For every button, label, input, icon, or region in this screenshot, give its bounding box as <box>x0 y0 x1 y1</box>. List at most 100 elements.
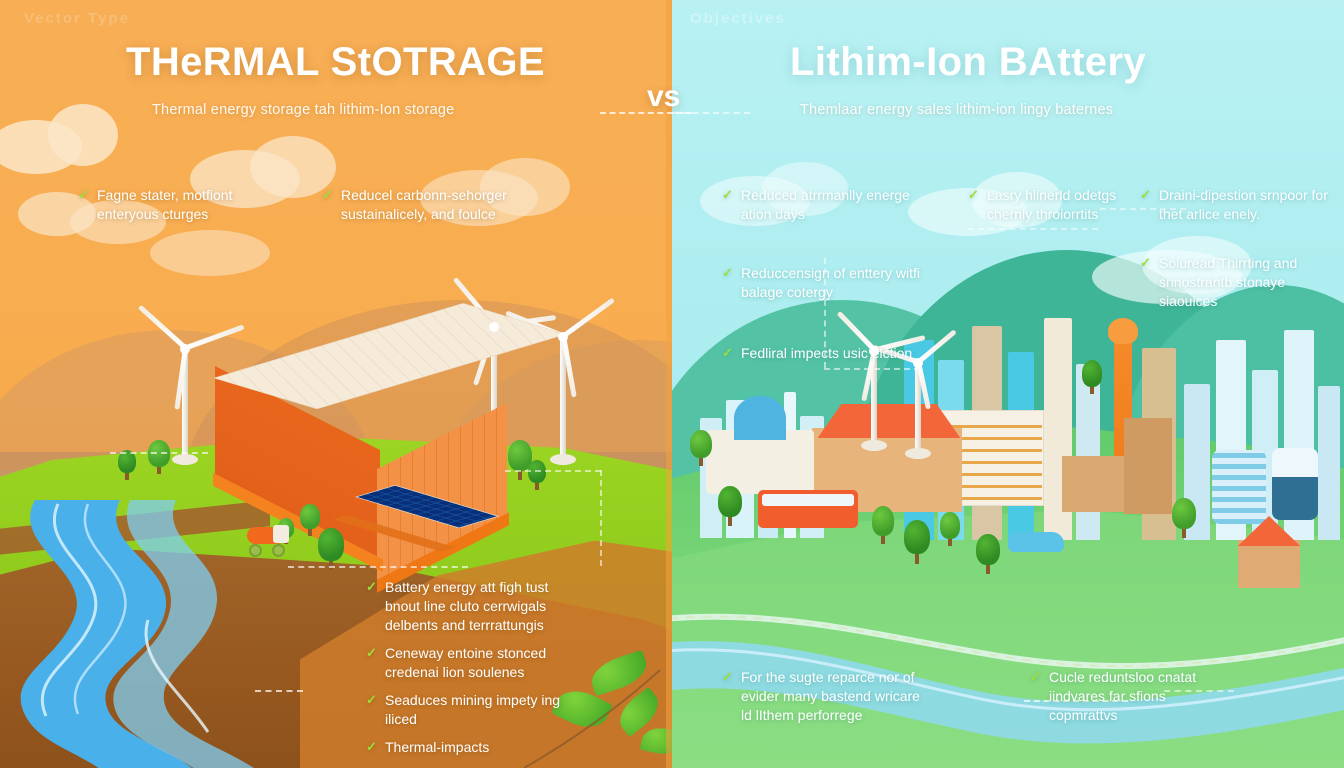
left-bullets-top-col1: ✓ Fagne stater, motfiont enteryous cturg… <box>78 186 308 233</box>
bullet-text: Fagne stater, motfiont enteryous cturges <box>97 187 233 222</box>
bus-windows <box>762 494 854 506</box>
list-item: ✓ Seaduces mining impety ing iliced <box>366 691 576 729</box>
subtitle-dash-right <box>672 112 750 114</box>
bullet-text: Reduced atrrmanlly energe ation days <box>741 187 910 222</box>
list-item: ✓ Fedliral impects usic elction <box>722 344 932 363</box>
right-panel-subtitle: Themlaar energy sales lithim-ion lingy b… <box>800 102 1114 118</box>
left-panel-title: THeRMAL StOTRAGE <box>126 40 545 84</box>
check-icon: ✓ <box>366 692 377 707</box>
bullet-text: Soluread Thirrting and snnostrantb stona… <box>1159 255 1298 309</box>
tower-block-icon <box>1124 418 1172 514</box>
tree-icon <box>940 512 960 546</box>
titles-row: THeRMAL StOTRAGE vs Lithim-Ion BAttery <box>0 36 1344 113</box>
cloud-icon <box>250 136 336 198</box>
solar-panel-icon <box>333 485 505 552</box>
right-bullets-col3: ✓ Draini-dipestion srnpoor for thet arli… <box>1140 186 1330 320</box>
cloud-icon <box>762 162 848 216</box>
check-icon: ✓ <box>366 645 377 660</box>
left-bullets-top-col2: ✓ Reducel carbonn-sehorger sustainalicel… <box>322 186 552 233</box>
bullet-text: Thermal-impacts <box>385 739 490 755</box>
check-icon: ✓ <box>722 345 733 360</box>
list-item: ✓ Ceneway entoine stonced credenai lion … <box>366 644 576 682</box>
bullet-text: Reduccensign of enttery witfi balage cot… <box>741 265 920 300</box>
list-item: ✓ Soluread Thirrting and snnostrantb sto… <box>1140 254 1330 311</box>
cloud-icon <box>48 104 118 166</box>
left-bullets-bottom: ✓ Battery energy att figh tust bnout lin… <box>366 578 606 766</box>
connector-line <box>505 470 601 472</box>
vs-divider-label: vs <box>647 80 681 113</box>
bullet-text: Fedliral impects usic elction <box>741 345 913 361</box>
storage-tank-icon <box>1212 450 1266 524</box>
list-item: ✓ For the sugte reparce nor of evider ma… <box>722 668 932 725</box>
house-icon <box>1238 540 1300 588</box>
list-item: ✓ Fagne stater, motfiont enteryous cturg… <box>78 186 288 224</box>
cloud-icon <box>150 230 270 276</box>
check-icon: ✓ <box>968 187 979 202</box>
tree-icon <box>300 504 320 536</box>
tree-icon <box>148 440 170 474</box>
connector-line <box>824 258 826 368</box>
bullet-text: For the sugte reparce nor of evider many… <box>741 669 920 723</box>
check-icon: ✓ <box>722 187 733 202</box>
left-panel-subtitle: Thermal energy storage tah lithim-Ion st… <box>152 102 455 118</box>
tree-icon <box>318 528 344 570</box>
right-bullets-bottom-col1: ✓ For the sugte reparce nor of evider ma… <box>722 668 932 734</box>
connector-line <box>110 452 208 454</box>
subtitle-dash-left <box>600 112 692 114</box>
check-icon: ✓ <box>1140 255 1151 270</box>
wind-turbine-icon <box>871 329 957 459</box>
check-icon: ✓ <box>722 669 733 684</box>
cloud-icon <box>1142 236 1252 294</box>
connector-line <box>1100 208 1186 210</box>
list-item: ✓ Thermal-impacts <box>366 738 576 757</box>
tree-icon <box>872 506 894 544</box>
bullet-text: Lasry hlinerld odetgs chernly throiorrti… <box>987 187 1117 222</box>
bullet-text: Reducel carbonn-sehorger sustainalicely,… <box>341 187 507 222</box>
service-cart-icon <box>247 525 295 557</box>
bullet-text: Draini-dipestion srnpoor for thet arlice… <box>1159 187 1328 222</box>
check-icon: ✓ <box>1140 187 1151 202</box>
connector-line <box>968 228 1098 230</box>
wind-turbine-icon <box>836 310 926 451</box>
list-item: ✓ Cucle reduntsloo cnatat iindvares far … <box>1030 668 1230 725</box>
wind-turbine-icon <box>504 297 615 465</box>
tree-icon <box>904 520 930 564</box>
tree-icon <box>118 450 136 480</box>
right-bullets-bottom-col2: ✓ Cucle reduntsloo cnatat iindvares far … <box>1030 668 1230 734</box>
connector-line <box>600 470 602 566</box>
list-item: ✓ Reducel carbonn-sehorger sustainalicel… <box>322 186 532 224</box>
cloud-icon <box>972 172 1062 228</box>
connector-line <box>255 690 303 692</box>
leaf-sprig-icon <box>520 640 672 768</box>
landmark-tower-top <box>1108 318 1138 344</box>
tree-icon <box>718 486 742 526</box>
river-icon <box>0 500 310 768</box>
connector-line <box>824 368 920 370</box>
cloud-icon <box>480 158 570 216</box>
list-item: ✓ Battery energy att figh tust bnout lin… <box>366 578 576 635</box>
bullet-text: Cucle reduntsloo cnatat iindvares far sf… <box>1049 669 1197 723</box>
right-panel-title: Lithim-Ion BAttery <box>790 40 1147 84</box>
bullet-text: Ceneway entoine stonced credenai lion so… <box>385 645 547 680</box>
bullet-text: Seaduces mining impety ing iliced <box>385 692 561 727</box>
connector-line <box>1024 700 1128 702</box>
car-icon <box>1008 532 1064 552</box>
tree-icon <box>690 430 712 466</box>
right-bullets-col2: ✓ Lasry hlinerld odetgs chernly throiorr… <box>968 186 1138 233</box>
capitol-dome <box>734 396 786 440</box>
check-icon: ✓ <box>322 187 333 202</box>
tree-icon <box>528 460 546 490</box>
connector-line <box>288 566 468 568</box>
check-icon: ✓ <box>1030 669 1041 684</box>
watermark-left: Vector Type <box>24 10 130 27</box>
list-item: ✓ Reduccensign of enttery witfi balage c… <box>722 264 932 302</box>
check-icon: ✓ <box>722 265 733 280</box>
connector-line <box>1164 690 1234 692</box>
right-bullets-col1: ✓ Reduced atrrmanlly energe ation days ✓… <box>722 186 932 372</box>
right-panel-lithium-ion <box>672 0 1344 768</box>
bullet-text: Battery energy att figh tust bnout line … <box>385 579 549 633</box>
tree-icon <box>1172 498 1196 538</box>
left-panel-thermal-storage <box>0 0 672 768</box>
list-item: ✓ Reduced atrrmanlly energe ation days <box>722 186 932 224</box>
